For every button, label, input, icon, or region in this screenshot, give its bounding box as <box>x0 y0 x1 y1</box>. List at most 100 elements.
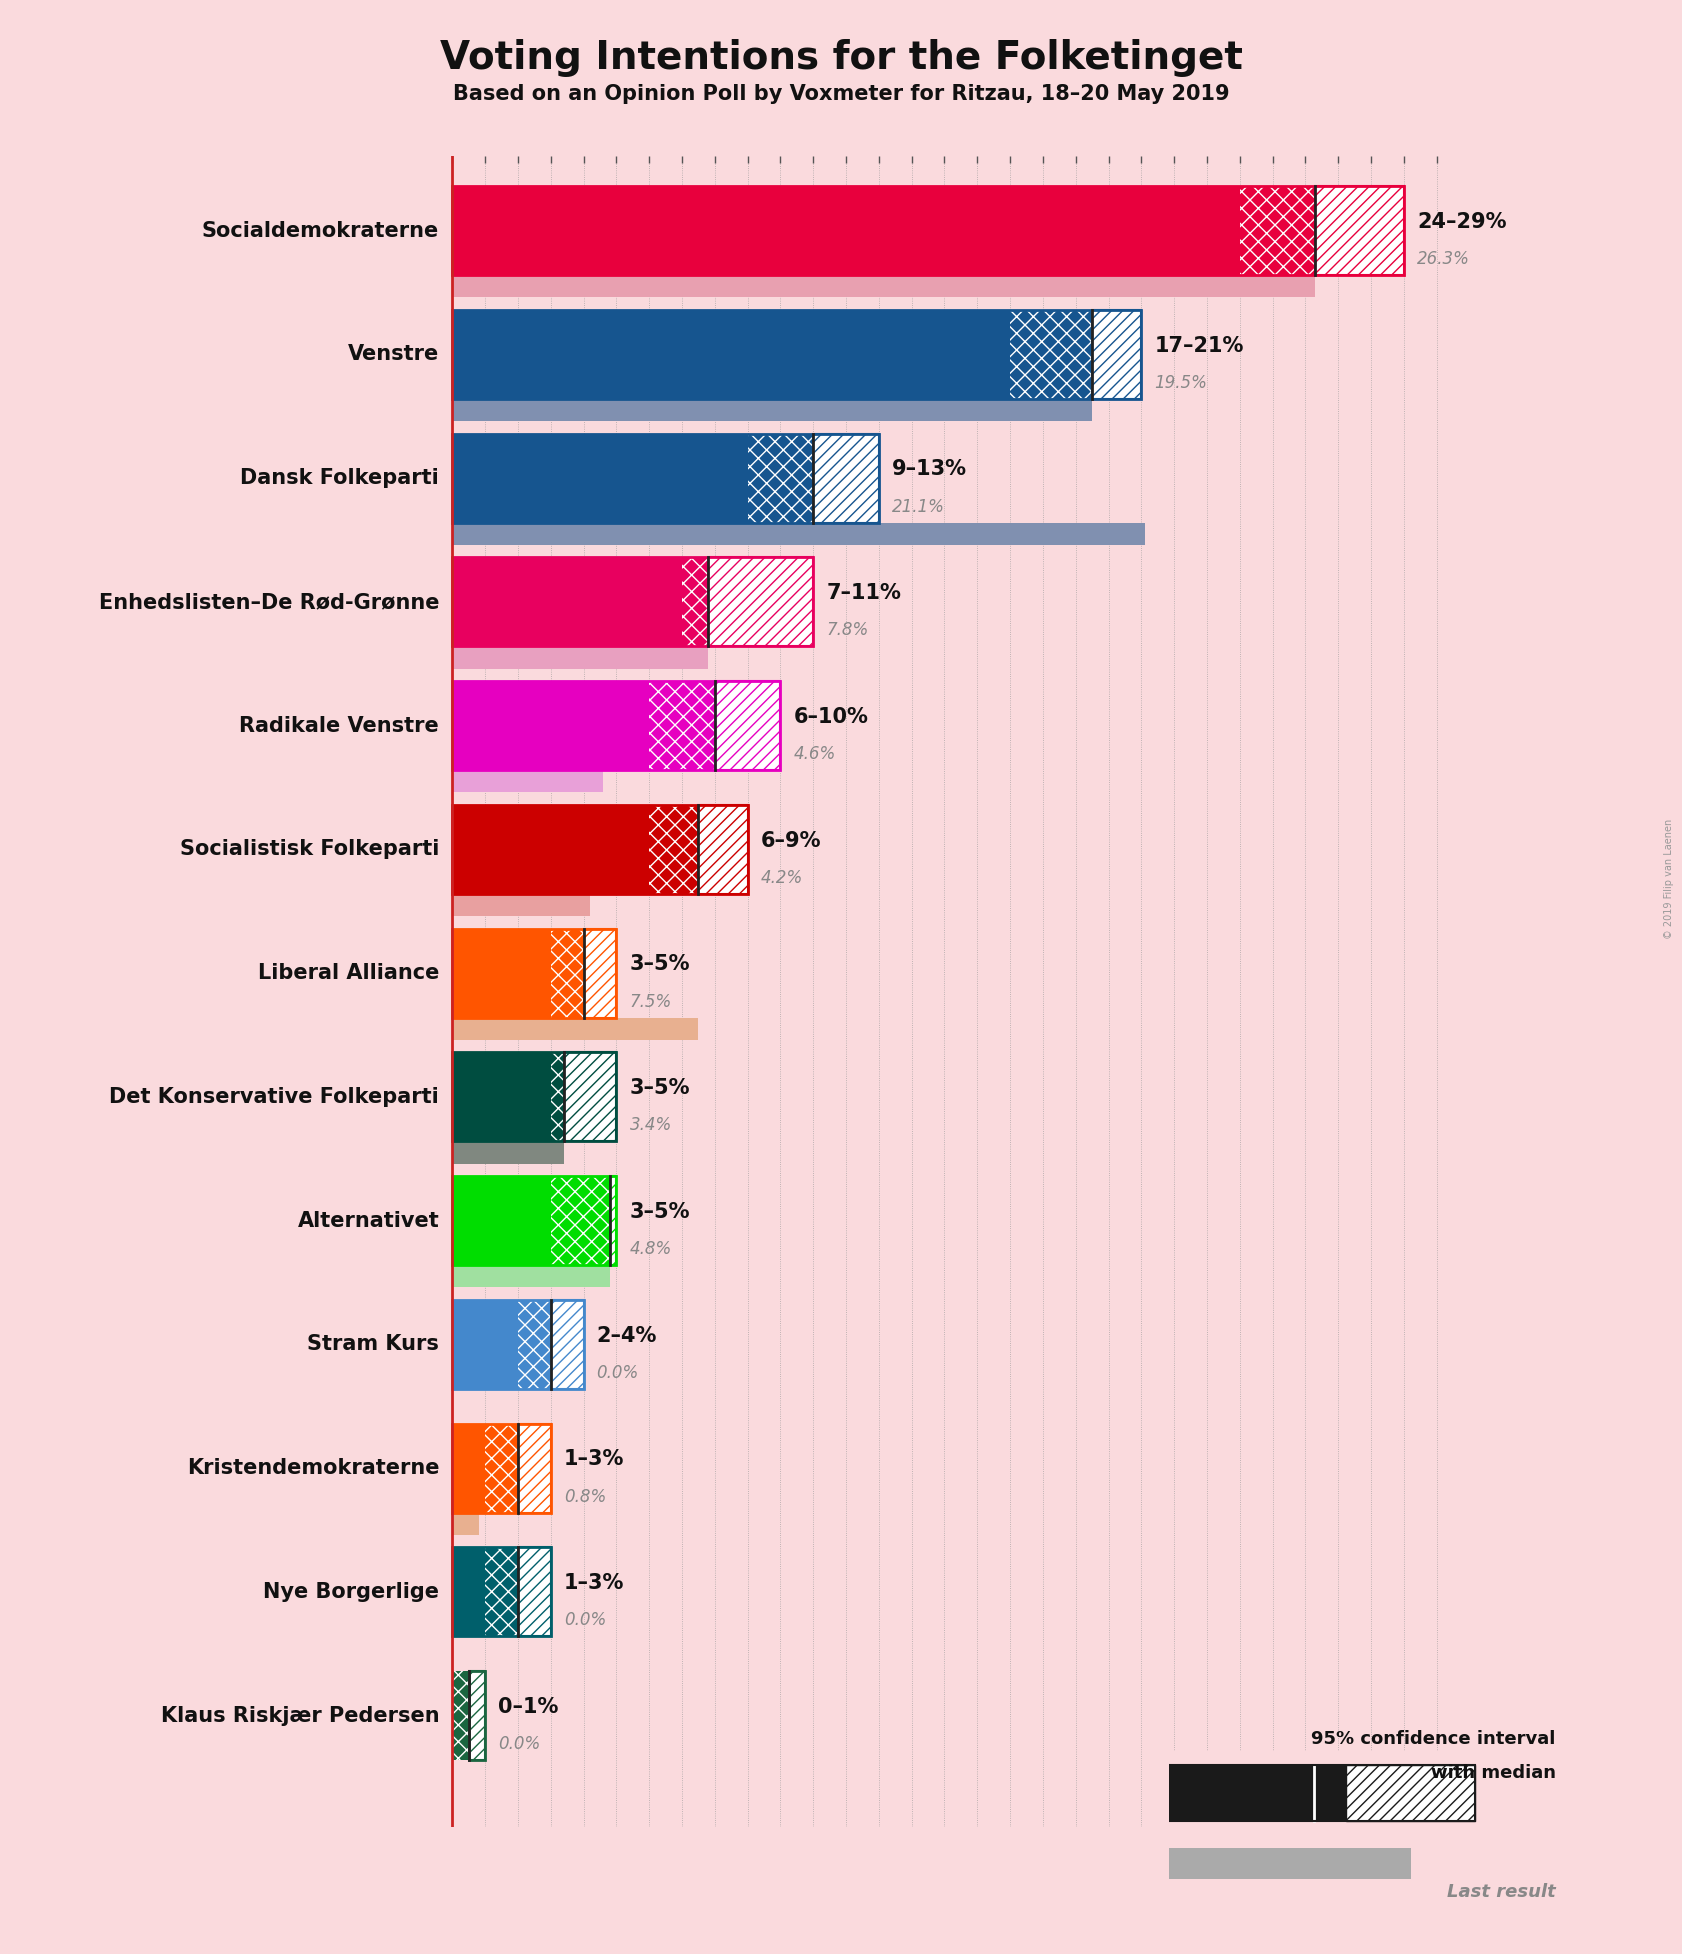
Bar <box>452 557 812 647</box>
Text: 0.0%: 0.0% <box>563 1612 606 1630</box>
Text: 17–21%: 17–21% <box>1154 336 1245 356</box>
Bar <box>452 893 590 916</box>
Text: 7.8%: 7.8% <box>826 621 868 639</box>
Text: 0.0%: 0.0% <box>597 1364 639 1381</box>
Text: 6–9%: 6–9% <box>760 830 821 850</box>
Bar <box>611 1176 616 1264</box>
Text: 1–3%: 1–3% <box>563 1450 624 1469</box>
Bar <box>452 1141 563 1165</box>
Bar <box>484 1424 518 1512</box>
Bar <box>584 928 616 1018</box>
Bar <box>550 1053 563 1141</box>
Text: 6–10%: 6–10% <box>794 707 868 727</box>
Bar <box>452 1671 469 1761</box>
Bar <box>681 557 708 647</box>
Bar <box>550 1299 584 1389</box>
Bar <box>469 1671 484 1761</box>
Text: Kristendemokraterne: Kristendemokraterne <box>187 1458 439 1477</box>
Text: Last result: Last result <box>1447 1884 1556 1901</box>
Text: Socialistisk Folkeparti: Socialistisk Folkeparti <box>180 840 439 860</box>
Text: 0.0%: 0.0% <box>498 1735 540 1753</box>
Bar <box>550 1176 611 1264</box>
Text: with median: with median <box>1431 1764 1556 1782</box>
Bar <box>649 682 715 770</box>
Bar <box>452 805 747 893</box>
Text: 3–5%: 3–5% <box>629 954 690 975</box>
Bar <box>452 1299 518 1389</box>
Bar <box>452 434 747 522</box>
Bar <box>452 647 708 668</box>
Bar <box>452 311 1142 399</box>
Bar <box>518 1424 550 1512</box>
Bar <box>747 434 812 522</box>
Bar <box>452 311 1011 399</box>
Bar <box>518 1548 550 1635</box>
Text: 3–5%: 3–5% <box>629 1202 690 1221</box>
Bar <box>484 1548 518 1635</box>
Text: Nye Borgerlige: Nye Borgerlige <box>262 1583 439 1602</box>
Text: 3–5%: 3–5% <box>629 1079 690 1098</box>
Bar <box>452 1548 550 1635</box>
Bar <box>1169 1764 1346 1821</box>
Text: Based on an Opinion Poll by Voxmeter for Ritzau, 18–20 May 2019: Based on an Opinion Poll by Voxmeter for… <box>452 84 1230 104</box>
Text: 21.1%: 21.1% <box>891 498 945 516</box>
Bar <box>452 1176 550 1264</box>
Text: Alternativet: Alternativet <box>298 1211 439 1231</box>
Bar <box>1240 186 1315 276</box>
Text: 4.6%: 4.6% <box>794 744 836 764</box>
Bar <box>1315 186 1404 276</box>
Bar <box>452 186 1240 276</box>
Bar <box>452 434 880 522</box>
Text: 9–13%: 9–13% <box>891 459 967 479</box>
Text: © 2019 Filip van Laenen: © 2019 Filip van Laenen <box>1663 819 1674 940</box>
Bar <box>649 805 698 893</box>
Text: 0–1%: 0–1% <box>498 1696 558 1718</box>
Text: Venstre: Venstre <box>348 344 439 363</box>
Text: 7–11%: 7–11% <box>826 582 902 604</box>
Text: 26.3%: 26.3% <box>1416 250 1470 268</box>
Text: 95% confidence interval: 95% confidence interval <box>1312 1729 1556 1749</box>
Text: 7.5%: 7.5% <box>629 993 671 1010</box>
Bar <box>452 557 681 647</box>
Bar <box>469 1671 484 1761</box>
Bar <box>452 522 1145 545</box>
Bar <box>452 1424 550 1512</box>
Text: 24–29%: 24–29% <box>1416 211 1507 233</box>
Bar <box>452 1053 550 1141</box>
Bar <box>452 186 1404 276</box>
Bar <box>452 682 780 770</box>
Bar <box>1092 311 1142 399</box>
Bar <box>708 557 812 647</box>
Bar <box>563 1053 616 1141</box>
Bar <box>452 805 649 893</box>
Text: Radikale Venstre: Radikale Venstre <box>239 715 439 735</box>
Text: Dansk Folkeparti: Dansk Folkeparti <box>241 469 439 488</box>
Text: Klaus Riskjær Pedersen: Klaus Riskjær Pedersen <box>160 1706 439 1725</box>
Bar <box>550 928 584 1018</box>
Text: Liberal Alliance: Liberal Alliance <box>257 963 439 983</box>
Bar <box>698 805 747 893</box>
Bar <box>452 399 1092 422</box>
Text: Enhedslisten–De Rød-Grønne: Enhedslisten–De Rød-Grønne <box>99 592 439 612</box>
Bar <box>812 434 880 522</box>
Bar <box>452 928 616 1018</box>
Bar <box>452 928 550 1018</box>
Text: Socialdemokraterne: Socialdemokraterne <box>202 221 439 240</box>
Bar <box>452 276 1315 297</box>
Bar <box>1346 1764 1475 1821</box>
Bar <box>452 770 604 793</box>
Text: 4.2%: 4.2% <box>760 870 802 887</box>
Text: 1–3%: 1–3% <box>563 1573 624 1593</box>
Bar <box>518 1299 550 1389</box>
Bar <box>1011 311 1092 399</box>
Bar <box>452 1053 616 1141</box>
Bar <box>1169 1848 1411 1880</box>
Text: 4.8%: 4.8% <box>629 1241 671 1258</box>
Text: Stram Kurs: Stram Kurs <box>308 1335 439 1354</box>
Bar <box>452 1424 484 1512</box>
Bar <box>1169 1764 1475 1821</box>
Bar <box>452 682 649 770</box>
Bar <box>452 1176 616 1264</box>
Text: 19.5%: 19.5% <box>1154 373 1208 393</box>
Bar <box>715 682 780 770</box>
